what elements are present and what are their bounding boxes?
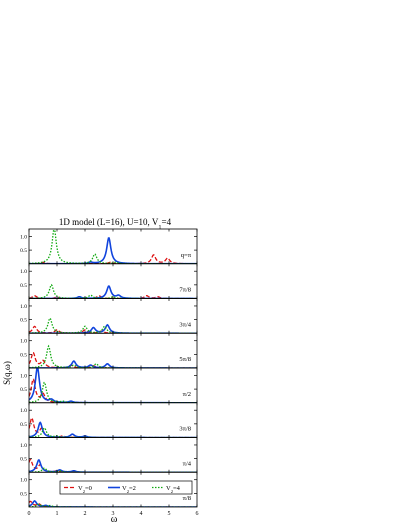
y-tick-label: 0.5 <box>20 248 27 254</box>
y-tick-label: 0.5 <box>20 318 27 324</box>
x-tick-label: 4 <box>140 511 143 517</box>
chart-title: 1D model (L=16), U=10, V1=4 <box>59 217 172 231</box>
panel-2: 0.5 1.0 3π/4 <box>20 298 198 334</box>
panel-3: 0.5 1.0 5π/8 <box>20 332 198 369</box>
panel-frame <box>28 402 198 438</box>
panel-frame <box>28 437 198 473</box>
x-tick-label: 3 <box>112 511 115 517</box>
y-tick-label: 0.5 <box>20 457 27 463</box>
y-tick-label: 0.5 <box>20 352 27 358</box>
q-label: q=π <box>181 252 192 259</box>
x-tick-labels: 0 1 2 3 4 5 6 <box>28 511 199 517</box>
q-label: 5π/8 <box>179 356 191 363</box>
y-tick-label: 1.0 <box>20 373 27 379</box>
q-label: π/4 <box>183 460 192 467</box>
series-line-V2_0-panel-4 <box>29 378 197 403</box>
x-tick-label: 6 <box>196 511 199 517</box>
panel-7: 0.5 1.0 π/8 <box>20 471 198 508</box>
x-tick-label: 0 <box>28 511 31 517</box>
panel-1: 0.5 1.0 7π/8 <box>20 263 198 299</box>
panel-frame <box>28 367 198 404</box>
legend-box <box>59 480 193 495</box>
y-tick-label: 1.0 <box>20 269 27 275</box>
panel-6: 0.5 1.0 π/4 <box>20 437 198 473</box>
q-label: 3π/8 <box>179 426 191 433</box>
legend: V2=0 V2=2 V2=4 <box>59 480 193 495</box>
y-tick-label: 0.5 <box>20 491 27 497</box>
q-label: 3π/4 <box>179 321 191 328</box>
y-tick-label: 1.0 <box>20 443 27 449</box>
series-line-V2_4-panel-4 <box>29 381 197 403</box>
y-axis-label: S(q,ω) <box>2 361 12 385</box>
q-label: π/2 <box>183 391 191 398</box>
panels-group: 0.51.0q=π0.51.07π/80.51.03π/40.51.05π/80… <box>20 228 198 508</box>
y-tick-label: 1.0 <box>20 339 27 345</box>
y-tick-label: 1.0 <box>20 478 27 484</box>
q-label: π/8 <box>183 495 191 502</box>
series-line-V2_2-panel-0 <box>29 237 197 264</box>
y-tick-label: 0.5 <box>20 422 27 428</box>
x-tick-label: 1 <box>56 511 59 517</box>
panel-0: 0.5 1.0 q=π <box>20 228 198 265</box>
panel-4: 0.5 1.0 π/2 <box>20 367 198 404</box>
series-line-V2_2-panel-4 <box>29 368 197 403</box>
x-axis-label: ω <box>111 514 118 525</box>
y-tick-label: 0.5 <box>20 387 27 393</box>
series-line-V2_0-panel-5 <box>29 416 197 438</box>
panel-frame <box>28 263 198 299</box>
legend-label-V2_0: V2=0 <box>78 485 92 494</box>
x-tick-label: 5 <box>168 511 171 517</box>
series-line-V2_4-panel-3 <box>29 344 197 368</box>
y-tick-label: 0.5 <box>20 283 27 289</box>
q-label: 7π/8 <box>179 287 191 294</box>
panel-frame <box>28 332 198 369</box>
y-tick-label: 1.0 <box>20 408 27 414</box>
legend-label-V2_4: V2=4 <box>166 485 181 494</box>
y-tick-label: 1.0 <box>20 304 27 310</box>
panel-5: 0.5 1.0 3π/8 <box>20 402 198 438</box>
x-tick-label: 2 <box>84 511 87 517</box>
legend-label-V2_2: V2=2 <box>122 485 136 494</box>
y-tick-label: 1.0 <box>20 234 27 240</box>
